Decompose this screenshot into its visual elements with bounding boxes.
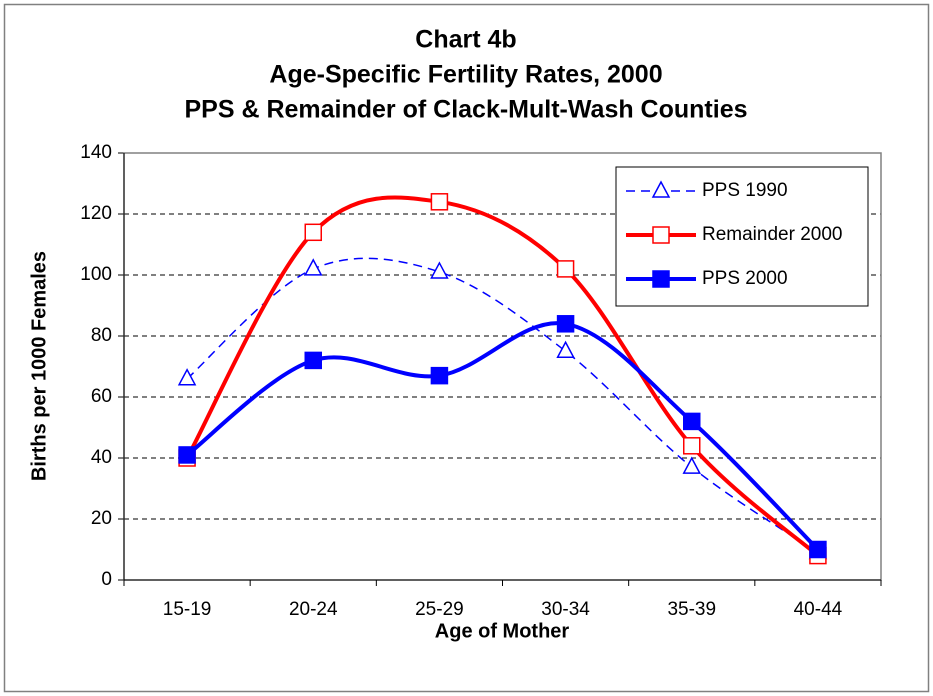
- marker: [556, 260, 575, 278]
- y-tick-label: 40: [91, 447, 112, 468]
- x-axis-title: Age of Mother: [435, 620, 570, 642]
- y-tick-label: 120: [80, 203, 112, 224]
- marker: [304, 223, 322, 242]
- chart-title: Age-Specific Fertility Rates, 2000: [269, 61, 662, 89]
- chart-title: Chart 4b: [415, 26, 516, 54]
- x-tick-label: 15-19: [163, 599, 212, 620]
- marker: [178, 446, 196, 464]
- y-tick-label: 140: [80, 142, 112, 163]
- legend-label: PPS 1990: [702, 180, 788, 201]
- marker: [683, 437, 701, 455]
- marker: [556, 340, 575, 358]
- marker: [304, 351, 322, 370]
- y-tick-label: 100: [80, 264, 112, 285]
- marker: [304, 258, 323, 276]
- legend-marker: [651, 180, 671, 198]
- legend-label: Remainder 2000: [702, 224, 842, 245]
- y-axis-title: Births per 1000 Females: [28, 251, 50, 481]
- y-tick-label: 0: [101, 569, 112, 590]
- marker: [430, 193, 449, 211]
- marker: [682, 456, 701, 474]
- y-tick-label: 80: [91, 325, 112, 346]
- x-tick-label: 30-34: [541, 599, 590, 620]
- x-tick-label: 20-24: [289, 599, 338, 620]
- marker: [430, 261, 449, 279]
- marker: [809, 540, 827, 559]
- series-line: [185, 321, 820, 551]
- x-tick-label: 40-44: [794, 599, 843, 620]
- y-tick-label: 60: [91, 386, 112, 407]
- series-line: [186, 257, 819, 554]
- x-tick-label: 25-29: [415, 599, 464, 620]
- chart-title: PPS & Remainder of Clack-Mult-Wash Count…: [184, 96, 747, 124]
- marker: [177, 368, 197, 386]
- marker: [430, 366, 449, 385]
- legend-marker: [652, 270, 670, 288]
- marker: [683, 412, 701, 431]
- legend-label: PPS 2000: [702, 268, 788, 289]
- y-tick-label: 20: [91, 508, 112, 529]
- chart-frame: [3, 3, 930, 693]
- marker: [556, 315, 575, 333]
- legend-marker: [652, 226, 670, 244]
- x-tick-label: 35-39: [667, 599, 716, 620]
